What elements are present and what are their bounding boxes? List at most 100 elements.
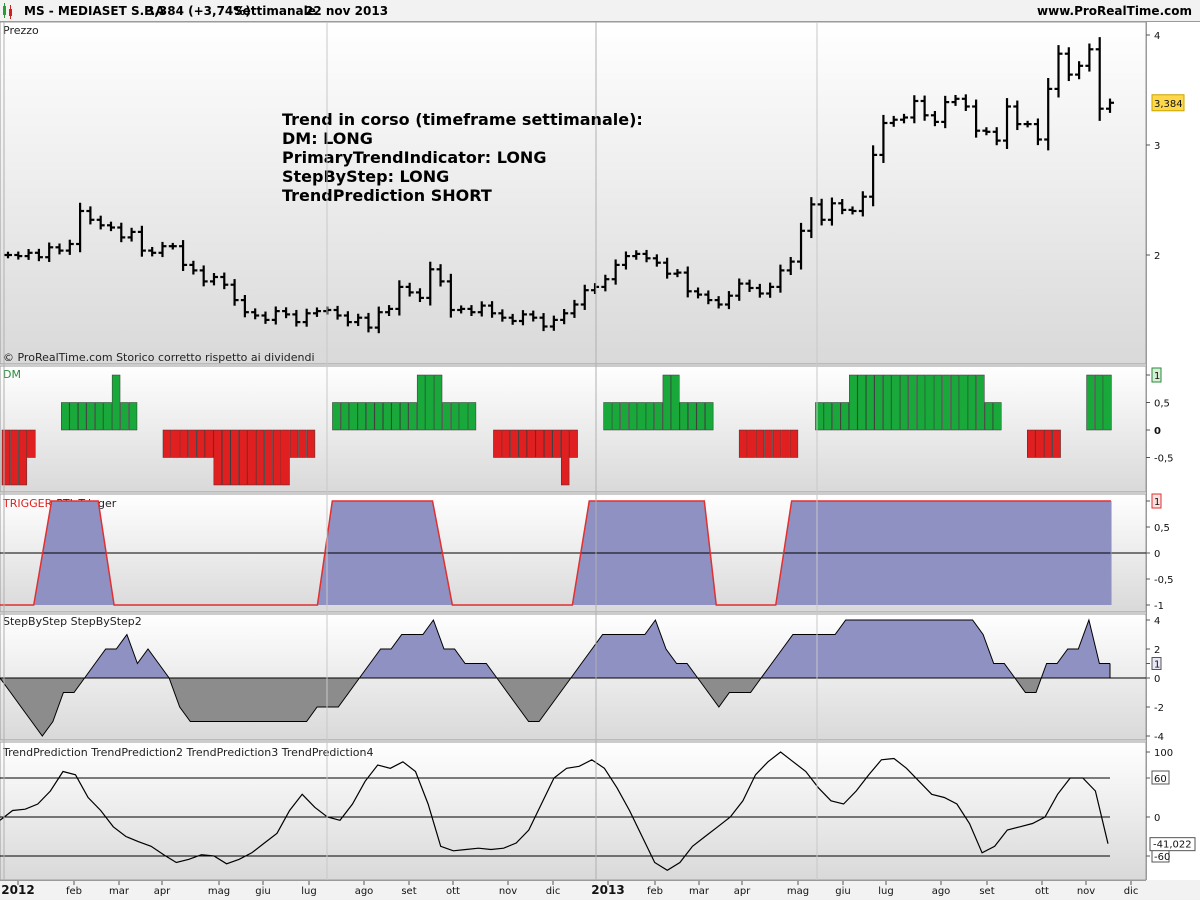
ohlc-bar [714,296,723,309]
ohlc-bar [611,259,620,285]
dm-bar-positive [840,402,849,431]
dm-y-axis: 1 0,5 0 -0,5 [1146,367,1174,465]
dm-bar-negative [552,429,561,458]
dm-bar-positive [357,402,367,431]
dm-bar-negative [535,429,544,458]
dm-bar-negative [213,429,222,486]
ohlc-bar [920,95,929,121]
ohlc-bar [766,282,775,298]
trigger-tick-label: -1 [1154,601,1164,612]
time-axis-label: feb [647,886,663,897]
dm-bar-positive [662,374,672,431]
dm-last-value-box [1151,367,1162,383]
ohlc-bar [467,305,476,316]
trendprediction-level-box [1151,770,1170,785]
dm-bar-negative [772,429,782,458]
stepbystep-line [0,618,1110,737]
ohlc-bar [580,284,589,310]
dm-bar-negative [738,429,748,458]
trigger-tick-label: 0,5 [1154,523,1170,534]
ohlc-bar [663,257,672,279]
stepbystep-panel: StepByStep StepByStep2 4 2 1 0 -2 -4 [0,613,1164,743]
dm-bar-negative [289,429,299,458]
price-panel: Prezzo © ProRealTime.com Storico corrett… [0,21,1185,880]
ohlc-bar [1013,100,1022,131]
dm-bar-positive [671,374,680,431]
dm-bar-negative [10,429,19,486]
ohlc-bar [302,308,311,327]
timeframe-label: Settimanale [234,4,316,18]
dm-bar-negative [255,429,265,486]
header-bar: MS - MEDIASET S.P.A 3,384 (+3,74%) Setti… [0,0,1200,22]
dm-bar-positive [94,402,104,431]
dm-bar-positive [1103,374,1112,431]
price-y-axis: 2 3 4 [1146,31,1160,262]
time-axis-label: giu [255,886,270,897]
price-last-value-text: 3,384 [1154,99,1183,110]
dm-bar-positive [467,402,477,431]
dm-bar-positive [120,402,129,431]
chart-date: 22 nov 2013 [305,4,388,18]
dm-tick-label: 0 [1154,426,1161,437]
dm-bar-positive [433,374,443,431]
price-panel-title: Prezzo [3,24,39,37]
price-tick-label: 4 [1154,31,1160,42]
dm-bar-positive [408,402,417,431]
trendprediction-line [0,751,1110,872]
dm-bar-positive [628,402,638,431]
ohlc-bar [127,227,136,242]
ohlc-bar [405,282,414,297]
dm-bar-positive [103,402,112,431]
dm-bar-positive [959,374,968,431]
dm-bar-positive [696,402,705,431]
dm-bar-positive [459,402,468,431]
dm-bar-negative [747,429,756,458]
time-axis-label: set [401,886,416,897]
time-axis-label: ott [1035,886,1049,897]
dm-bar-positive [705,402,714,431]
trendprediction-last-value-box [1149,837,1196,852]
ohlc-bar [55,243,64,255]
dm-bar-negative [247,429,256,486]
dm-bar-positive [332,402,341,431]
ohlc-bar [900,113,909,124]
dm-bar-positive [111,374,121,431]
dm-bar-positive [823,402,833,431]
dm-tick-label: 1 [1154,371,1160,382]
stepbystep-last-value-box [1151,657,1162,670]
ohlc-bar [848,206,857,215]
price-bars [4,37,1114,334]
annotation-line-4: StepByStep: LONG [282,167,449,186]
symbol-name: MS - MEDIASET S.P.A [24,4,165,18]
dm-bar-positive [967,374,977,431]
dm-bar-positive [450,402,460,431]
stepbystep-tick-label: 1 [1154,660,1160,671]
dm-bar-negative [527,429,536,458]
ohlc-bar [395,280,404,316]
ohlc-bar [179,240,188,272]
dm-bar-positive [976,374,985,431]
dm-bar-negative [560,429,570,486]
time-axis-label: mar [689,886,710,897]
ohlc-bar [189,260,198,275]
time-axis-label: nov [1077,886,1095,897]
dm-bar-positive [637,402,646,431]
ohlc-bar [477,301,486,317]
ohlc-bar [117,222,126,243]
ohlc-bar [879,114,888,163]
dm-bar-positive [942,374,951,431]
ohlc-bar [230,279,239,306]
dm-bar-negative [764,429,773,458]
stepbystep-tick-label: 0 [1154,674,1160,685]
trendprediction-tick-label: 60 [1154,774,1167,785]
price-tick-label: 3 [1154,141,1160,152]
ohlc-bar [694,287,703,299]
dm-bar-negative [510,429,519,458]
dm-bar-positive [908,374,917,431]
trendprediction-panel-title: TrendPrediction TrendPrediction2 TrendPr… [2,746,374,759]
website-link[interactable]: www.ProRealTime.com [1037,4,1192,18]
ohlc-bar [76,202,85,253]
stepbystep-y-axis: 4 2 1 0 -2 -4 [1146,616,1164,743]
dm-bar-positive [950,374,960,431]
